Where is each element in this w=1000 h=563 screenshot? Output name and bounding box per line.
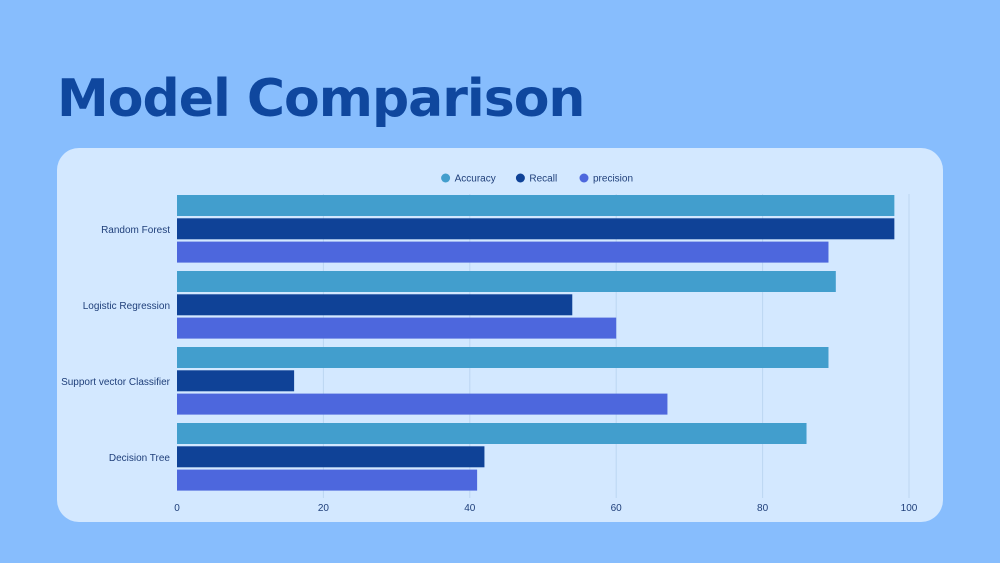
bar-recall-decision-tree bbox=[177, 446, 485, 468]
x-tick-label-60: 60 bbox=[611, 503, 623, 514]
category-label-random-forest: Random Forest bbox=[101, 225, 170, 236]
legend: Accuracy Recall precision bbox=[441, 173, 633, 185]
bar-accuracy-decision-tree bbox=[177, 423, 807, 444]
x-tick-labels: 0 20 40 60 80 100 bbox=[174, 503, 918, 514]
legend-marker-accuracy bbox=[441, 173, 451, 183]
bar-precision-decision-tree bbox=[177, 469, 478, 491]
legend-label-precision: precision bbox=[593, 174, 633, 185]
x-tick-label-100: 100 bbox=[901, 503, 918, 514]
legend-marker-recall bbox=[515, 173, 525, 183]
bar-precision-logistic-regression bbox=[177, 317, 617, 339]
category-labels: Random Forest Logistic Regression Support … bbox=[61, 225, 171, 464]
x-tick-label-20: 20 bbox=[318, 503, 330, 514]
bar-chart: Random Forest Logistic Regression Support … bbox=[61, 173, 918, 514]
legend-label-recall: Recall bbox=[529, 174, 557, 185]
bar-precision-random-forest bbox=[177, 241, 829, 263]
bars bbox=[177, 195, 895, 491]
chart-card: Random Forest Logistic Regression Support … bbox=[57, 148, 943, 522]
bar-recall-random-forest bbox=[177, 218, 895, 240]
bar-recall-support-vector-classifier bbox=[177, 370, 295, 392]
x-tick-label-40: 40 bbox=[464, 503, 476, 514]
legend-label-accuracy: Accuracy bbox=[455, 174, 496, 185]
x-tick-label-0: 0 bbox=[174, 503, 180, 514]
bar-accuracy-random-forest bbox=[177, 195, 895, 216]
bar-accuracy-logistic-regression bbox=[177, 271, 836, 292]
bar-recall-logistic-regression bbox=[177, 294, 573, 316]
x-tick-label-80: 80 bbox=[757, 503, 769, 514]
category-label-support-vector-classifier: Support vector Classifier bbox=[61, 377, 171, 388]
page-title: Model Comparison bbox=[57, 69, 585, 129]
bar-precision-support-vector-classifier bbox=[177, 393, 668, 415]
category-label-decision-tree: Decision Tree bbox=[109, 453, 171, 464]
bar-accuracy-support-vector-classifier bbox=[177, 347, 829, 368]
legend-marker-precision bbox=[579, 173, 589, 183]
category-label-logistic-regression: Logistic Regression bbox=[83, 301, 170, 312]
